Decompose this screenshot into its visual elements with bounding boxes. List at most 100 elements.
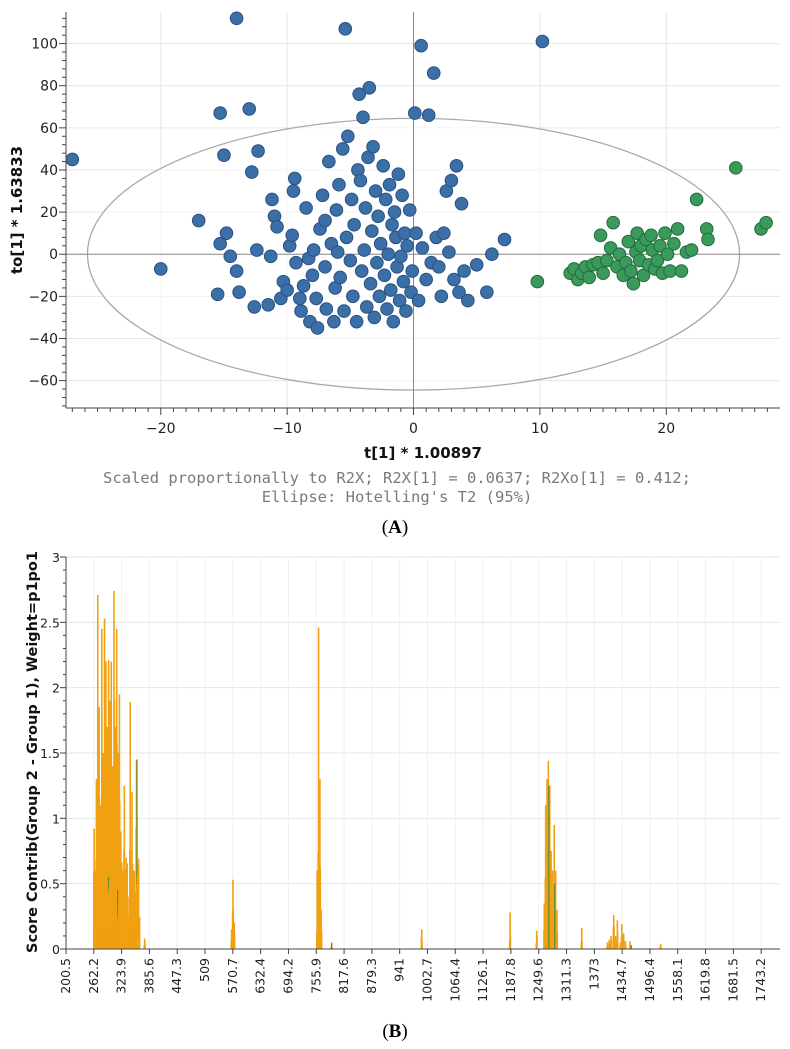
contribution-fill <box>109 867 112 949</box>
contribution-peak <box>330 943 333 949</box>
data-point-group1 <box>397 226 412 240</box>
contribution-fill <box>97 885 99 949</box>
contribution-fill <box>119 888 121 949</box>
data-point-group2 <box>530 274 545 289</box>
x-tick-label-b: 1126.1 <box>475 958 490 1002</box>
data-point-group1 <box>442 245 456 259</box>
data-point-group1 <box>405 264 420 278</box>
data-point-group1 <box>434 289 449 304</box>
data-point-group2 <box>670 222 685 236</box>
contribution-peak <box>320 909 323 949</box>
contribution-subpeak <box>126 932 128 949</box>
contribution-peak <box>106 726 109 949</box>
panel-b-open: ( <box>382 1021 388 1042</box>
contribution-peak <box>117 753 119 949</box>
contribution-subpeak <box>105 811 108 949</box>
data-point-group1 <box>366 140 380 154</box>
data-point-group2 <box>689 192 704 207</box>
contribution-peak <box>143 938 146 949</box>
contribution-subpeak <box>144 942 146 949</box>
x-tick-label-b: 1434.7 <box>614 958 629 1002</box>
x-tick-label-b: 1002.7 <box>419 958 434 1002</box>
contribution-fill <box>114 881 116 949</box>
contribution-fill <box>131 876 133 949</box>
contribution-fill <box>124 895 126 949</box>
data-point-group1 <box>452 285 466 299</box>
data-point-group1 <box>319 302 334 316</box>
data-point-group1 <box>286 184 301 198</box>
data-point-group1 <box>461 293 475 308</box>
contribution-fill <box>133 916 135 949</box>
y-tick-label: 20 <box>40 205 58 221</box>
contribution-subpeak <box>551 896 553 949</box>
y-axis-label-a: to[1] * 1.63833 <box>8 146 26 274</box>
contribution-fill <box>122 915 125 949</box>
data-point-group1 <box>376 158 390 173</box>
data-point-group1 <box>309 291 324 306</box>
contribution-peak <box>119 831 122 949</box>
data-point-group1 <box>362 81 377 95</box>
contribution-fill <box>106 912 108 949</box>
contribution-peak <box>612 915 615 949</box>
data-point-group1 <box>395 188 409 203</box>
contribution-subpeak <box>111 845 113 949</box>
contribution-subpeak <box>319 869 322 949</box>
contribution-peak-green <box>554 883 556 949</box>
x-axis-label-a: t[1] * 1.00897 <box>364 444 482 462</box>
contribution-peak <box>614 935 617 949</box>
contribution-peak <box>553 824 556 949</box>
contribution-subpeak <box>581 940 583 949</box>
contribution-fill <box>119 881 122 949</box>
contribution-subpeak <box>110 851 112 949</box>
contribution-subpeak <box>118 854 120 949</box>
contribution-subpeak <box>133 905 135 949</box>
contribution-fill <box>130 883 132 949</box>
contribution-subpeak <box>101 766 103 949</box>
contribution-fill <box>139 917 141 949</box>
contribution-subpeak <box>620 936 622 949</box>
contribution-peak <box>111 766 114 949</box>
x-tick-label-b: 509 <box>197 958 212 982</box>
data-point-group1 <box>318 260 332 274</box>
contribution-peak-green <box>331 942 333 949</box>
data-point-group1 <box>337 304 351 318</box>
data-point-group1 <box>294 304 308 318</box>
contribution-subpeak <box>101 888 104 949</box>
data-point-group2 <box>663 264 677 278</box>
contribution-subpeak <box>113 698 116 949</box>
y-tick-label-b: 1.5 <box>40 746 60 761</box>
contribution-peak <box>105 661 107 949</box>
x-tick-label-b: 1681.5 <box>725 958 740 1002</box>
data-point-group1 <box>347 217 361 232</box>
data-point-group2 <box>600 253 614 268</box>
contribution-fill <box>110 861 112 949</box>
data-point-group1 <box>386 314 401 329</box>
contribution-subpeak <box>116 744 118 949</box>
contribution-subpeak <box>628 946 630 949</box>
data-point-group1 <box>535 34 550 49</box>
x-tick-label-b: 200.5 <box>58 958 73 994</box>
data-point-group2 <box>650 253 665 268</box>
data-point-group1 <box>341 129 355 144</box>
y-tick-label: 100 <box>31 37 58 53</box>
data-point-group1 <box>370 255 384 270</box>
contribution-subpeak <box>624 947 626 949</box>
contribution-subpeak <box>99 796 101 949</box>
contribution-fill <box>129 896 131 949</box>
data-point-group1 <box>358 201 373 215</box>
contribution-subpeak <box>143 945 145 949</box>
data-point-group1 <box>261 297 275 312</box>
contribution-subpeak <box>94 906 96 949</box>
data-point-group1 <box>305 268 320 283</box>
data-point-group1 <box>335 142 350 156</box>
panel-b-close: ) <box>401 1021 407 1042</box>
contribution-subpeak <box>621 935 623 949</box>
contribution-fill <box>93 871 95 949</box>
panel-a-open: ( <box>382 517 388 538</box>
contribution-subpeak <box>100 875 102 949</box>
contribution-subpeak <box>135 827 137 949</box>
x-tick-label: 0 <box>409 421 418 437</box>
data-point-group1 <box>327 314 341 329</box>
contribution-fill <box>104 873 106 949</box>
data-point-group1 <box>385 217 399 232</box>
